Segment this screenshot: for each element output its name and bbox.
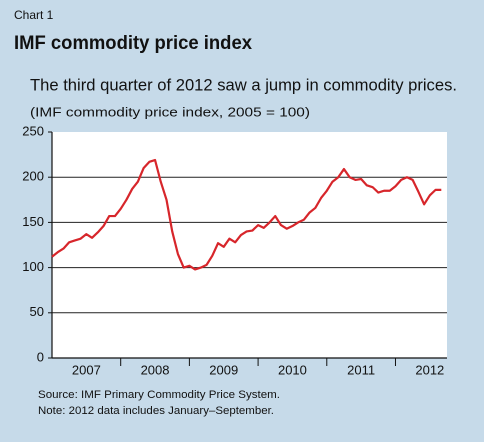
y-tick-label: 0 [37, 349, 44, 364]
chart-title: IMF commodity price index [14, 33, 252, 54]
x-tick-label: 2008 [141, 362, 170, 377]
x-tick-label: 2007 [72, 362, 101, 377]
y-tick-label: 50 [30, 304, 44, 319]
x-tick-label: 2011 [347, 362, 375, 377]
data-note: Note: 2012 data includes January–Septemb… [38, 405, 274, 417]
x-tick-label: 2010 [278, 362, 307, 377]
source-note: Source: IMF Primary Commodity Price Syst… [38, 389, 280, 401]
y-tick-label: 250 [22, 123, 44, 138]
x-tick-label: 2009 [209, 362, 238, 377]
y-tick-label: 150 [22, 214, 44, 229]
y-axis-label: (IMF commodity price index, 2005 = 100) [30, 104, 310, 119]
chart-label: Chart 1 [14, 8, 54, 22]
y-tick-label: 200 [22, 169, 44, 184]
plot-area [52, 132, 447, 358]
x-tick-label: 2012 [415, 362, 444, 377]
y-tick-label: 100 [22, 259, 44, 274]
series-line [51, 158, 442, 271]
chart-subtitle: The third quarter of 2012 saw a jump in … [30, 75, 457, 94]
